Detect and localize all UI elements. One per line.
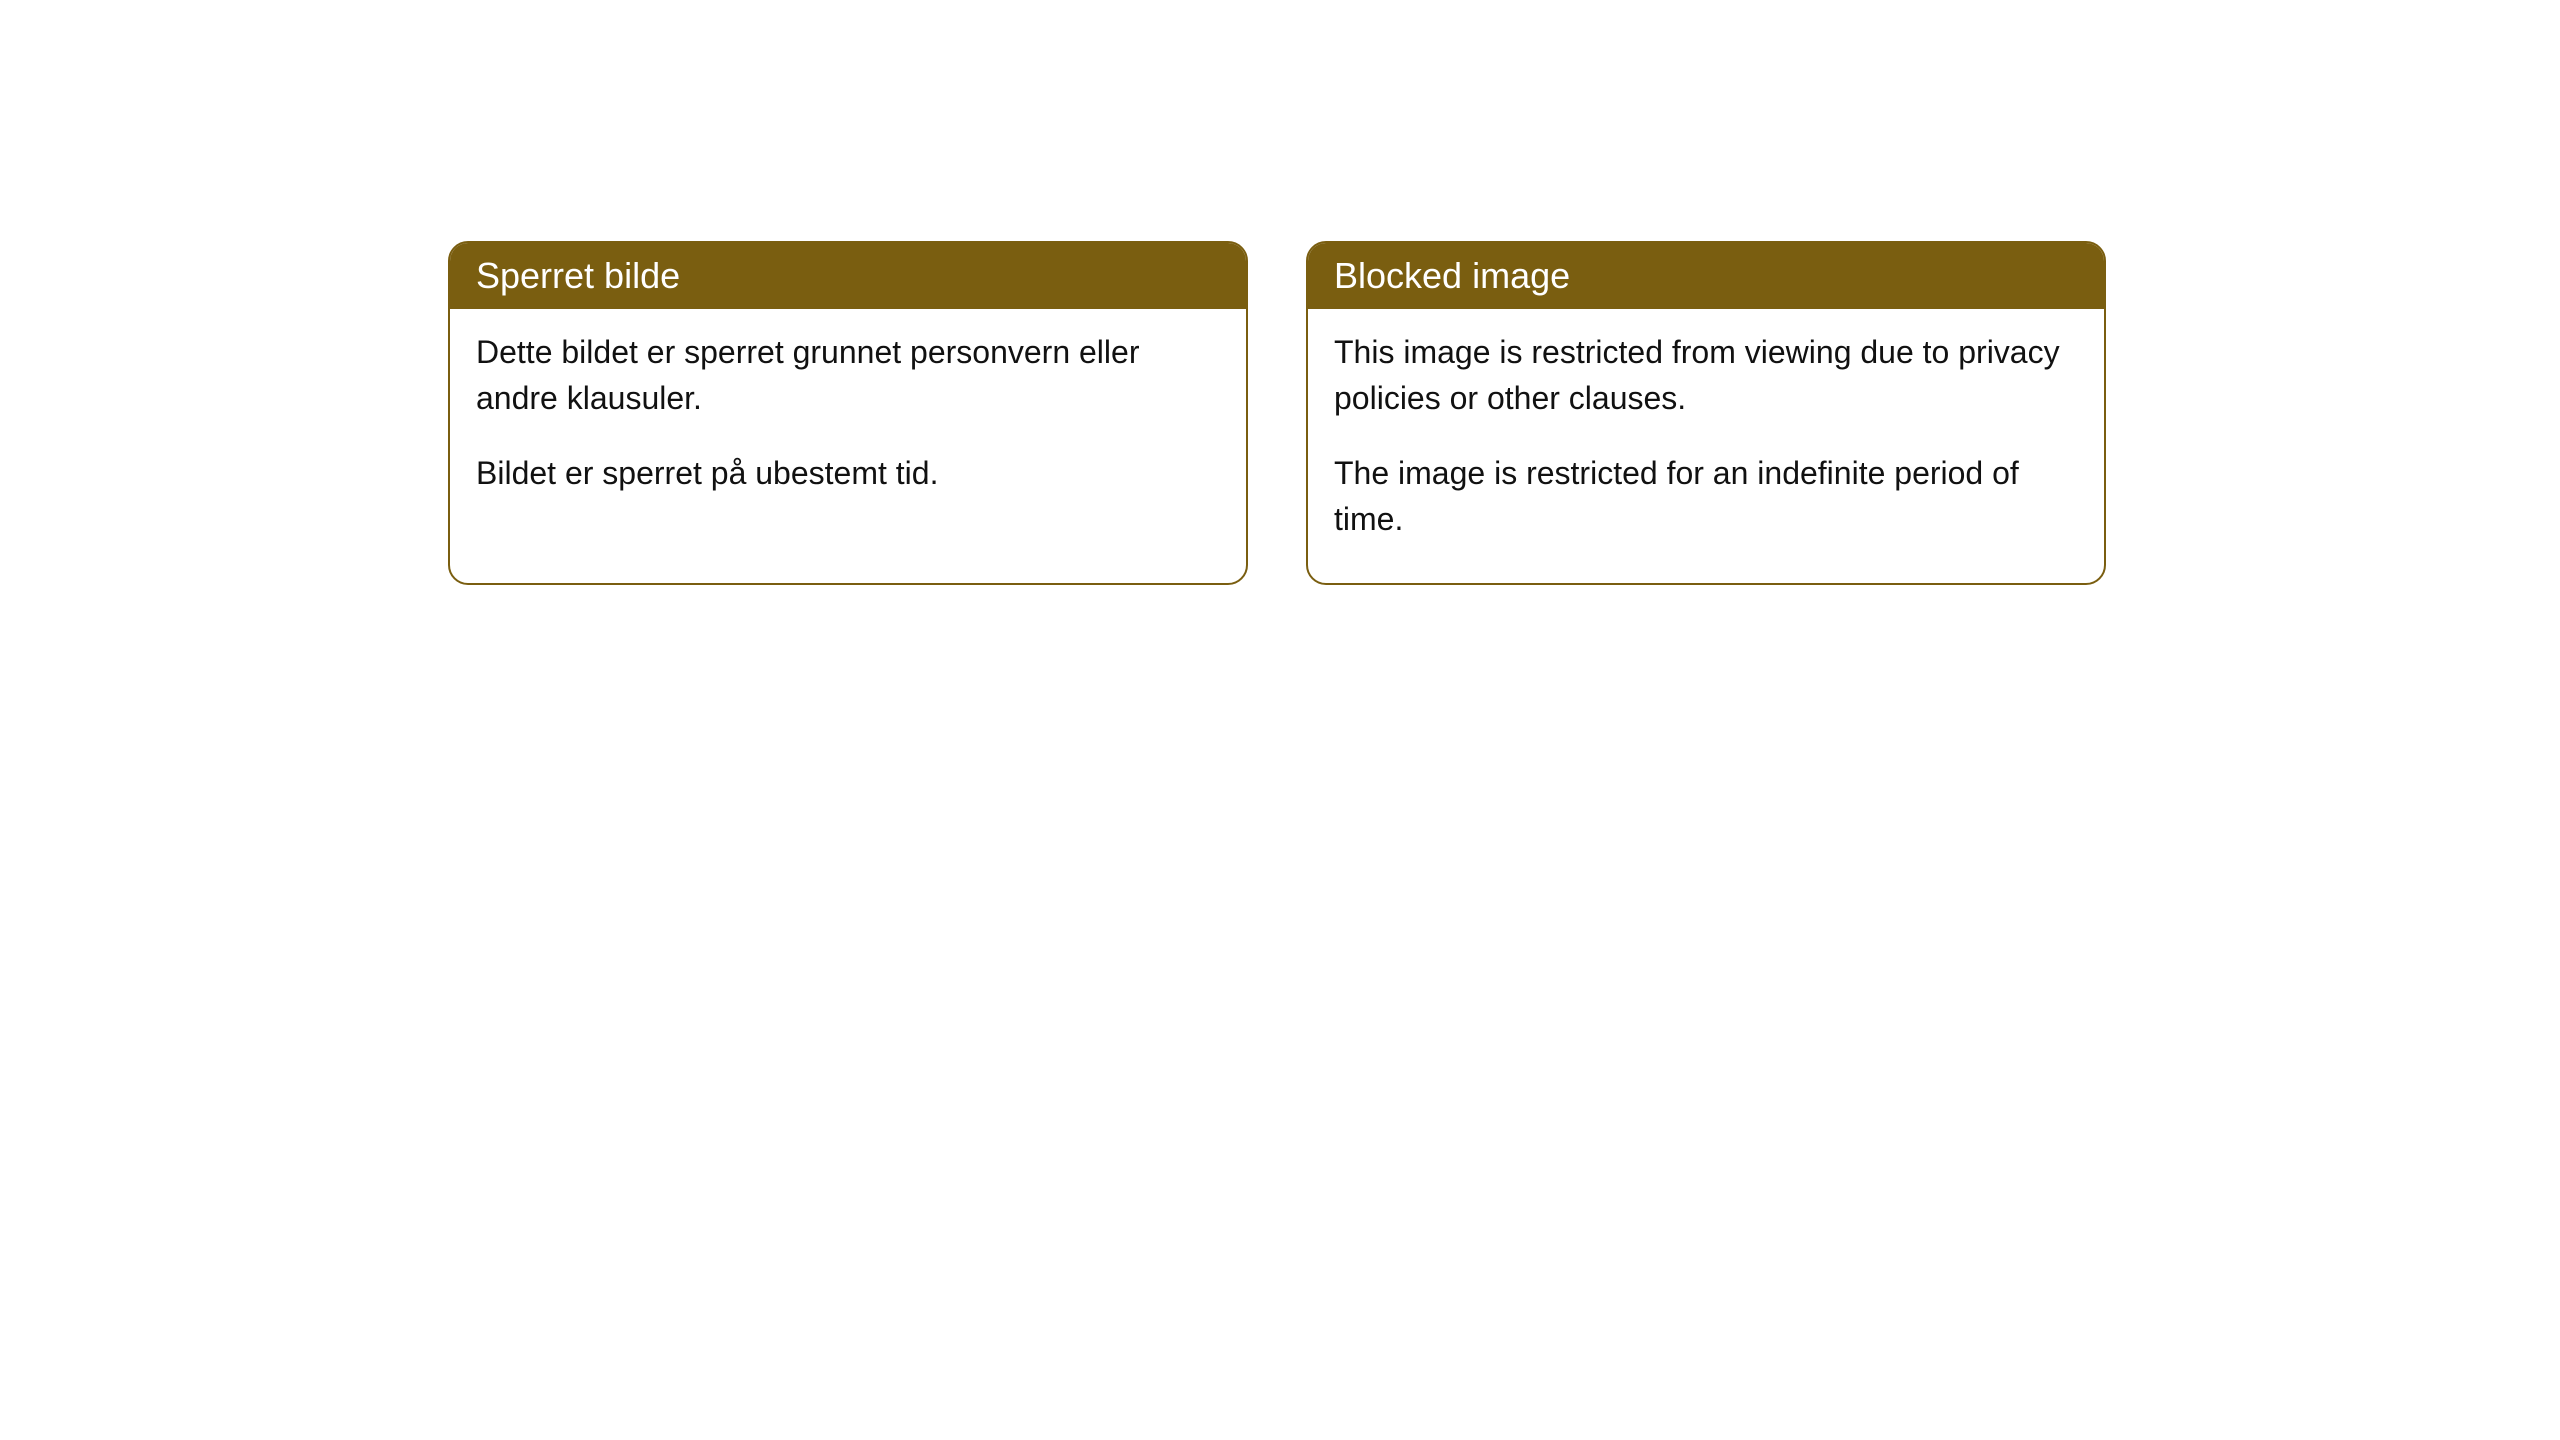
card-body: This image is restricted from viewing du…	[1308, 309, 2104, 583]
card-body: Dette bildet er sperret grunnet personve…	[450, 309, 1246, 536]
card-paragraph-1: Dette bildet er sperret grunnet personve…	[476, 329, 1220, 422]
notice-card-english: Blocked image This image is restricted f…	[1306, 241, 2106, 585]
card-header: Sperret bilde	[450, 243, 1246, 309]
card-header: Blocked image	[1308, 243, 2104, 309]
card-paragraph-1: This image is restricted from viewing du…	[1334, 329, 2078, 422]
card-paragraph-2: The image is restricted for an indefinit…	[1334, 450, 2078, 543]
notice-cards-container: Sperret bilde Dette bildet er sperret gr…	[448, 241, 2106, 585]
notice-card-norwegian: Sperret bilde Dette bildet er sperret gr…	[448, 241, 1248, 585]
card-paragraph-2: Bildet er sperret på ubestemt tid.	[476, 450, 1220, 496]
